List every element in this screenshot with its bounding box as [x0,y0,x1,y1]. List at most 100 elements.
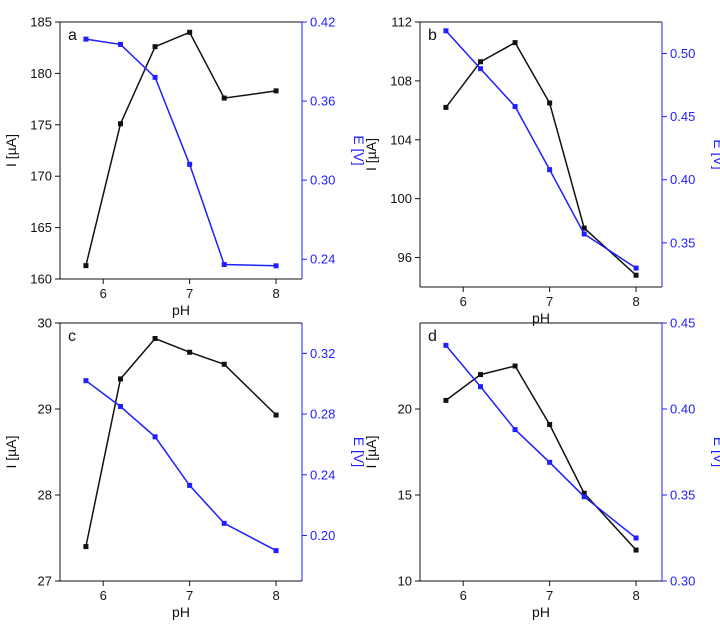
data-point [478,372,483,378]
current-series [83,29,279,269]
y2-tick-label: 0.36 [310,94,335,109]
panel-label: b [428,27,437,44]
series-line [85,31,277,266]
y-tick-label: 27 [38,574,52,589]
x-tick-label: 6 [460,588,467,603]
data-point [83,263,89,269]
y-tick-label: 15 [398,488,412,503]
data-point [118,403,123,409]
data-point [581,490,587,496]
y-axis-label: I [µA] [3,134,19,167]
data-point [512,104,518,110]
y2-tick-label: 0.35 [670,235,695,250]
data-point [152,74,158,80]
current-series [443,363,639,553]
data-point [633,535,639,541]
data-point [273,263,279,269]
x-tick-label: 8 [632,294,639,309]
x-axis-label: pH [532,310,550,326]
y2-tick-label: 0.24 [310,467,335,482]
y2-tick-label: 0.30 [310,173,335,188]
data-point [547,421,553,427]
data-point [443,397,449,403]
y-tick-label: 30 [38,316,52,331]
panel-label: d [428,328,437,345]
x-tick-label: 6 [100,588,107,603]
data-point [547,100,553,106]
data-point [187,29,193,35]
data-point [633,272,639,278]
y2-tick-label: 0.50 [670,46,695,61]
y-tick-label: 100 [390,191,412,206]
y2-tick-label: 0.20 [310,528,335,543]
y-tick-label: 112 [391,15,412,30]
y2-tick-label: 0.45 [670,316,695,331]
y-axis-label: I [µA] [363,436,379,469]
y-tick-label: 170 [30,169,52,184]
x-tick-label: 8 [272,588,279,603]
series-line [445,344,637,539]
potential-series [83,36,279,269]
y-axis-label: I [µA] [363,138,379,171]
series-line [445,365,637,551]
data-point [187,482,193,488]
x-tick-label: 6 [100,286,107,301]
panel-label: c [68,328,76,345]
data-point [512,363,518,369]
current-series [443,40,639,278]
y2-tick-label: 0.24 [310,252,335,267]
data-point [443,28,449,34]
series-line [445,30,637,269]
data-point [118,121,123,127]
y-tick-label: 96 [398,250,412,265]
data-point [187,161,193,167]
y2-tick-label: 0.40 [670,402,695,417]
data-point [443,342,449,348]
data-point [152,335,158,341]
data-point [547,459,553,465]
potential-series [83,378,279,554]
y2-tick-label: 0.35 [670,488,695,503]
current-series [83,335,279,550]
x-axis-label: pH [172,604,190,620]
y2-tick-label: 0.40 [670,172,695,187]
data-point [478,66,483,72]
data-point [581,231,587,237]
series-line [85,337,277,547]
data-point [221,95,227,101]
x-tick-label: 7 [186,588,193,603]
chart-panel-c: 6 7 8 27 28 29 30 0.20 0.24 0.28 0.32 pH I [µA] E [V]… [3,316,367,621]
data-point [118,41,123,47]
y-tick-label: 20 [398,402,412,417]
data-point [478,384,483,390]
data-point [581,225,587,231]
y2-tick-label: 0.42 [310,15,335,30]
y-tick-label: 28 [38,488,52,503]
data-point [83,36,89,42]
data-point [443,104,449,110]
data-point [512,427,518,433]
chart-panel-a: 6 7 8 160 165 170 175 180 185 0.24 0.30 0.36 0.42 pH I… [3,15,367,319]
y2-axis-label: E [V] [351,437,367,467]
y-tick-label: 160 [30,272,52,287]
potential-series [443,342,639,541]
data-point [83,378,89,384]
data-point [633,547,639,553]
series-line [85,38,277,267]
x-tick-label: 6 [460,294,467,309]
series-line [85,380,277,552]
y2-axis-label: E [V] [711,139,720,169]
y-tick-label: 185 [30,15,52,30]
data-point [118,376,123,382]
data-point [633,265,639,271]
y-axis-label: I [µA] [3,436,19,469]
chart-panel-d: 6 7 8 10 15 20 0.30 0.35 0.40 0.45 pH I [µA] E [V] d [363,316,720,621]
x-tick-label: 8 [632,588,639,603]
panel-label: a [68,27,77,44]
data-point [273,412,279,418]
y2-tick-label: 0.28 [310,407,335,422]
y2-tick-label: 0.45 [670,109,695,124]
chart-panel-b: 6 7 8 96 100 104 108 112 0.35 0.40 0.45 0.50 pH I [µA… [363,15,720,327]
y-tick-label: 29 [38,402,52,417]
